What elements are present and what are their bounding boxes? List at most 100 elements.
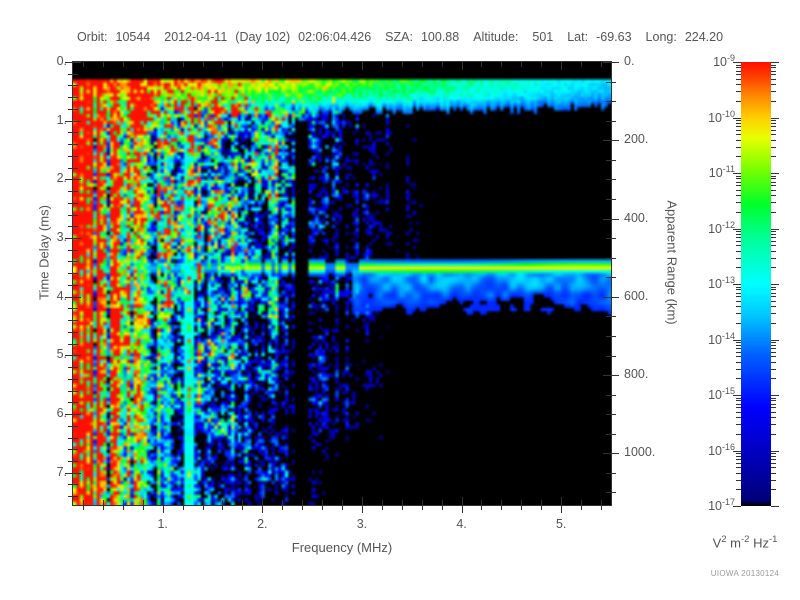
- orbit-label: Orbit:: [76, 30, 108, 44]
- orbit-value: 10544: [115, 30, 151, 44]
- colorbar-tick-label: 10-13: [683, 275, 735, 291]
- colorbar-tick-label: 10-9: [683, 53, 735, 69]
- colorbar-tick-right: [771, 489, 776, 490]
- colorbar-label-base: 10: [713, 55, 727, 70]
- colorbar-tick-right: [771, 378, 776, 379]
- unit-hz-exp: -1: [768, 534, 778, 545]
- y-tick-right: [611, 62, 619, 63]
- colorbar-tick-right: [771, 71, 776, 72]
- colorbar-tick-right: [771, 178, 776, 179]
- colorbar-tick-right: [771, 301, 776, 302]
- colorbar-tick-right: [771, 134, 776, 135]
- colorbar-tick-right: [771, 101, 776, 102]
- colorbar-tick-right: [771, 398, 776, 399]
- colorbar-tick-right: [771, 190, 776, 191]
- y-tick-label-right: 0.: [624, 54, 635, 68]
- colorbar-tick-label: 10-12: [683, 220, 735, 236]
- colorbar-label-base: 10: [708, 110, 722, 125]
- colorbar-tick-right: [771, 185, 776, 186]
- lat-value: -69.63: [596, 30, 632, 44]
- colorbar-tick-right: [771, 251, 776, 252]
- colorbar-tick-right: [771, 348, 776, 349]
- colorbar-tick-label: 10-10: [683, 109, 735, 125]
- colorbar-tick-right: [771, 118, 779, 119]
- colorbar-tick-right: [771, 306, 776, 307]
- colorbar-tick-right: [771, 417, 776, 418]
- colorbar-label-exponent: -16: [721, 441, 735, 452]
- y-axis-title-right: Apparent Range (km): [664, 200, 680, 325]
- colorbar-tick-right: [771, 313, 776, 314]
- y-tick-right: [611, 219, 619, 220]
- colorbar-label-exponent: -17: [721, 497, 735, 507]
- colorbar-tick-right: [771, 182, 776, 183]
- colorbar-tick-right: [771, 237, 776, 238]
- colorbar-label-base: 10: [708, 221, 722, 236]
- colorbar-canvas: [741, 62, 771, 506]
- colorbar-tick-label: 10-14: [683, 331, 735, 347]
- colorbar-tick-right: [771, 407, 776, 408]
- colorbar-label-base: 10: [708, 166, 723, 181]
- colorbar-tick-right: [771, 241, 776, 242]
- colorbar-tick-right: [771, 195, 776, 196]
- unit-v: V: [712, 535, 722, 551]
- colorbar-tick-right: [771, 323, 776, 324]
- colorbar-tick-right: [771, 140, 776, 141]
- colorbar-tick-label: 10-16: [683, 442, 735, 458]
- colorbar-tick-right: [771, 284, 779, 285]
- colorbar-label-exponent: -9: [726, 53, 735, 63]
- altitude-label: Altitude:: [473, 30, 519, 44]
- colorbar-tick-right: [771, 480, 776, 481]
- colorbar-tick-right: [771, 147, 776, 148]
- colorbar-label-base: 10: [708, 499, 722, 514]
- colorbar-tick-label: 10-17: [683, 497, 735, 513]
- y-tick-label-left: 5.: [56, 347, 67, 362]
- x-tick-bottom: [262, 505, 263, 513]
- colorbar-tick-right: [771, 173, 779, 174]
- colorbar-tick-left: [733, 118, 741, 119]
- x-tick-bottom: [462, 505, 463, 513]
- y-tick-label-left: 7.: [56, 464, 67, 479]
- colorbar-tick-right: [771, 459, 776, 460]
- y-tick-label-right: 800.: [624, 367, 649, 382]
- x-tick-label: 2.: [257, 517, 268, 531]
- colorbar-tick-right: [771, 456, 776, 457]
- colorbar-tick-right: [771, 296, 776, 297]
- colorbar-tick-right: [771, 345, 776, 346]
- colorbar-tick-right: [771, 130, 776, 131]
- colorbar-tick-right: [771, 67, 776, 68]
- colorbar-tick-right: [771, 267, 776, 268]
- colorbar-tick-left: [733, 173, 741, 174]
- colorbar-tick-left: [733, 340, 741, 341]
- colorbar-tick-right: [771, 400, 776, 401]
- colorbar-tick-right: [771, 289, 776, 290]
- colorbar-tick-right: [771, 202, 776, 203]
- colorbar-tick-right: [771, 356, 776, 357]
- plot-header: Orbit: 10544 2012-04-11 (Day 102) 02:06:04.4…: [0, 30, 800, 44]
- colorbar-tick-right: [771, 245, 776, 246]
- colorbar: [741, 62, 771, 506]
- colorbar-tick-right: [771, 412, 776, 413]
- unit-m-exp: -2: [741, 534, 750, 545]
- ionogram-plot-area: [72, 61, 612, 506]
- colorbar-tick-right: [771, 352, 776, 353]
- y-tick-right: [611, 297, 619, 298]
- colorbar-tick-label: 10-15: [683, 386, 735, 402]
- y-tick-label-left: 0.: [56, 54, 67, 68]
- spectrogram-canvas: [73, 62, 611, 505]
- y-tick-right: [611, 453, 619, 454]
- x-tick-label: 4.: [456, 517, 467, 531]
- colorbar-tick-right: [771, 293, 776, 294]
- x-tick-label: 5.: [555, 517, 567, 531]
- colorbar-tick-right: [771, 79, 776, 80]
- unit-hz: Hz: [749, 535, 769, 551]
- x-tick-bottom: [561, 505, 562, 513]
- colorbar-tick-right: [771, 229, 779, 230]
- colorbar-label-exponent: -14: [721, 330, 735, 341]
- unit-m: m: [726, 535, 741, 551]
- long-label: Long:: [645, 30, 677, 44]
- colorbar-label-exponent: -15: [721, 386, 735, 396]
- y-tick-label-left: 1.: [56, 112, 67, 127]
- colorbar-tick-right: [771, 340, 779, 341]
- colorbar-tick-left: [733, 395, 741, 396]
- credit-footer: UIOWA 20130124: [710, 569, 780, 578]
